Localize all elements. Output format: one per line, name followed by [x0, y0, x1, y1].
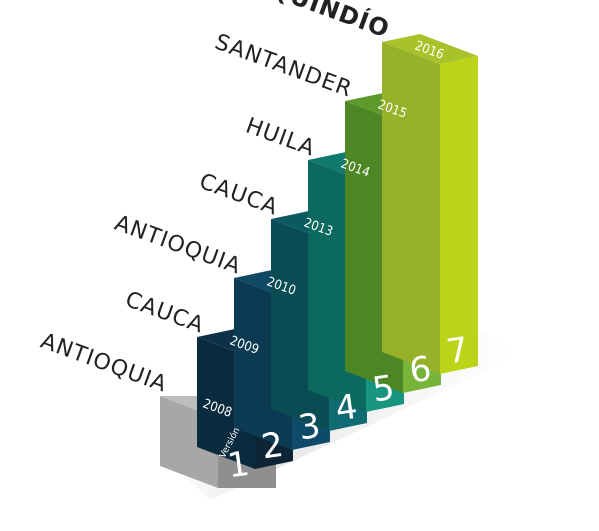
place-label: ANTIOQUIA: [111, 211, 244, 280]
place-label: CAUCA: [122, 287, 208, 339]
place-label: HUILA: [242, 114, 318, 162]
step-top-face: [382, 34, 478, 64]
place-label: CAUCA: [196, 169, 282, 221]
step-front-face: [440, 56, 478, 374]
step-left-face: [382, 42, 440, 374]
place-label: ANTIOQUIA: [37, 329, 170, 398]
place-label: SANTANDER: [211, 30, 355, 103]
place-label: QUINDÍO: [266, 0, 394, 44]
step-bar: [382, 34, 478, 374]
